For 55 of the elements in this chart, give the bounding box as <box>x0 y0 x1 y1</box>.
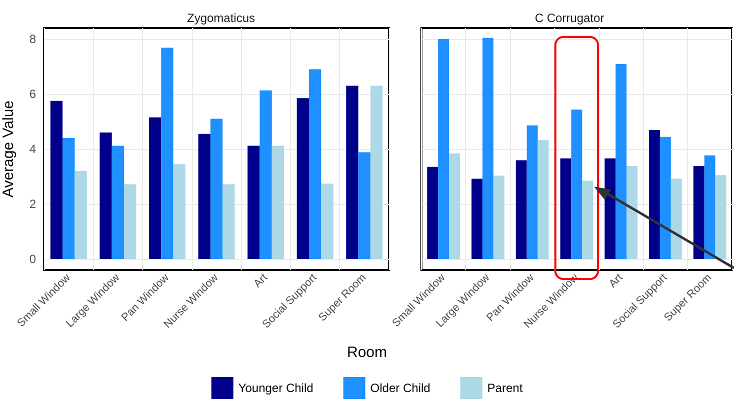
x-tick-label: Art <box>252 272 270 290</box>
bar <box>538 140 549 259</box>
bar <box>62 138 75 259</box>
x-axis-title: Room <box>346 344 388 361</box>
bar <box>112 146 124 259</box>
bar <box>493 176 504 259</box>
bar <box>272 146 284 259</box>
bar <box>198 134 210 259</box>
bar <box>321 184 334 259</box>
bar <box>100 132 112 259</box>
bar <box>582 180 594 259</box>
bar <box>222 184 235 259</box>
bar <box>704 155 716 259</box>
bar <box>173 164 186 259</box>
bar <box>260 90 272 259</box>
bar <box>124 184 136 259</box>
y-tick-label: 0 <box>29 252 36 266</box>
bar <box>571 110 582 259</box>
bar <box>482 38 494 259</box>
bar <box>296 98 309 259</box>
bar <box>670 178 682 259</box>
bar <box>449 153 460 259</box>
bar <box>358 152 370 259</box>
legend-label: Older Child <box>370 381 430 395</box>
bar <box>616 64 627 259</box>
bar <box>50 100 63 259</box>
y-tick-label: 8 <box>29 32 36 46</box>
x-tick-label: Art <box>606 272 626 290</box>
bar <box>248 146 260 259</box>
y-tick-label: 4 <box>29 142 36 156</box>
chart-title: Zygomaticus <box>186 11 256 25</box>
bar <box>560 158 572 259</box>
bar <box>693 166 704 259</box>
bar <box>438 39 450 259</box>
bar <box>715 175 726 259</box>
bar <box>626 166 638 259</box>
bar <box>516 160 527 259</box>
bar <box>526 125 538 259</box>
bar <box>161 48 174 259</box>
bar <box>427 166 438 259</box>
bar <box>74 171 87 259</box>
bar <box>308 69 322 259</box>
bar <box>472 178 482 259</box>
y-axis-title: Average Value <box>0 100 17 198</box>
bar <box>370 86 383 259</box>
y-tick-label: 2 <box>29 197 36 211</box>
legend-label: Younger Child <box>238 381 314 395</box>
bar <box>660 136 671 259</box>
bar <box>210 118 223 259</box>
bar <box>346 86 358 259</box>
legend-label: Parent <box>487 381 524 395</box>
y-tick-label: 6 <box>29 87 36 101</box>
bar <box>148 117 162 259</box>
chart-title: C Corrugator <box>534 11 604 25</box>
bar <box>649 130 660 259</box>
